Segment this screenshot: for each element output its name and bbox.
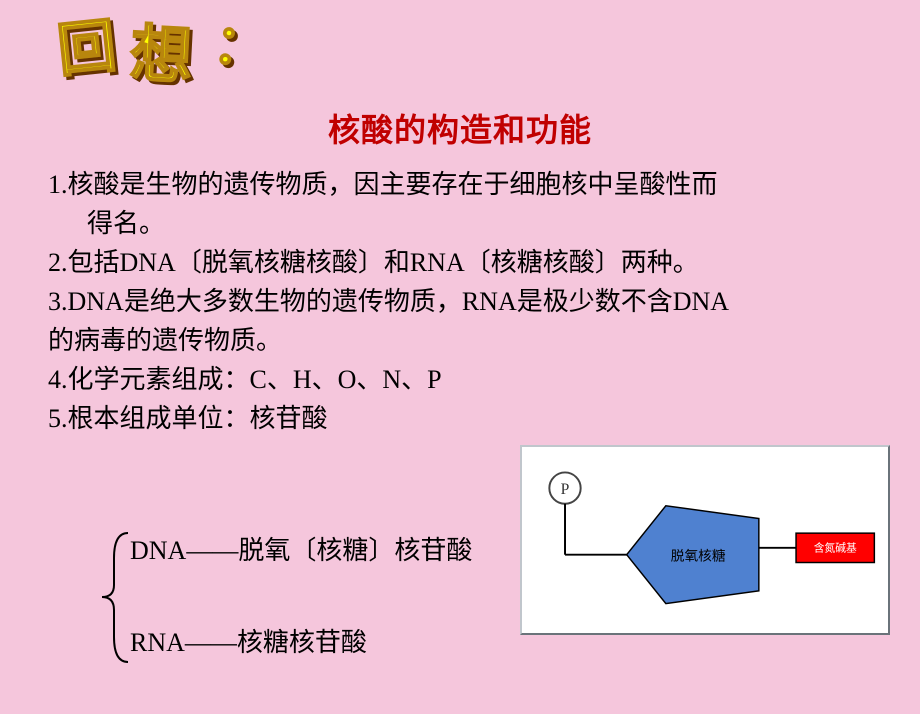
- wordart-char-2: 想: [129, 21, 194, 92]
- sugar-label: 脱氧核糖: [671, 549, 726, 564]
- nucleotide-diagram: P 脱氧核糖 含氮碱基: [520, 445, 890, 635]
- point-5: 5.根本组成单位：核苷酸: [48, 399, 878, 438]
- wordart-char-3: ：: [210, 14, 272, 81]
- base-label: 含氮碱基: [814, 542, 857, 555]
- point-1-line1: 1.核酸是生物的遗传物质，因主要存在于细胞核中呈酸性而: [48, 165, 878, 204]
- content-block: 1.核酸是生物的遗传物质，因主要存在于细胞核中呈酸性而 得名。 2.包括DNA〔…: [48, 165, 878, 438]
- brace-icon: [98, 530, 133, 665]
- phosphate-label: P: [561, 481, 570, 498]
- nucleotide-rna: RNA——核糖核苷酸: [130, 622, 472, 659]
- page-title: 核酸的构造和功能: [0, 105, 920, 151]
- wordart-char-1: 回: [55, 13, 119, 84]
- nucleotide-list: DNA——脱氧〔核糖〕核苷酸 RNA——核糖核苷酸: [130, 530, 472, 714]
- point-3-line1: 3.DNA是绝大多数生物的遗传物质，RNA是极少数不含DNA: [48, 282, 878, 321]
- header-wordart: 回 想 ：: [40, 8, 300, 98]
- point-1-line2: 得名。: [48, 204, 878, 243]
- point-2: 2.包括DNA〔脱氧核糖核酸〕和RNA〔核糖核酸〕两种。: [48, 243, 878, 282]
- nucleotide-dna: DNA——脱氧〔核糖〕核苷酸: [130, 530, 472, 567]
- point-4: 4.化学元素组成：C、H、O、N、P: [48, 360, 878, 399]
- point-3-line2: 的病毒的遗传物质。: [48, 321, 878, 360]
